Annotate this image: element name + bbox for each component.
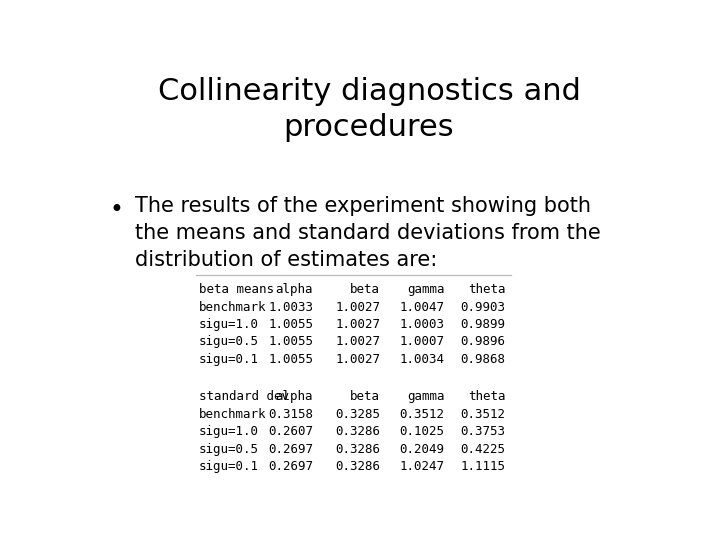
Text: 1.0034: 1.0034 <box>400 353 444 366</box>
Text: standard dev: standard dev <box>199 390 289 403</box>
Text: benchmark: benchmark <box>199 301 266 314</box>
Text: 0.3512: 0.3512 <box>400 408 444 421</box>
Text: 1.0027: 1.0027 <box>336 301 380 314</box>
Text: Collinearity diagnostics and
procedures: Collinearity diagnostics and procedures <box>158 77 580 142</box>
Text: The results of the experiment showing both
the means and standard deviations fro: The results of the experiment showing bo… <box>135 196 600 270</box>
Text: 1.0247: 1.0247 <box>400 460 444 473</box>
Text: sigu=0.5: sigu=0.5 <box>199 335 258 348</box>
Text: sigu=1.0: sigu=1.0 <box>199 318 258 331</box>
Text: benchmark: benchmark <box>199 408 266 421</box>
Text: 1.0003: 1.0003 <box>400 318 444 331</box>
Text: 0.2697: 0.2697 <box>269 443 313 456</box>
Text: •: • <box>109 198 123 222</box>
Text: 0.4225: 0.4225 <box>461 443 505 456</box>
Text: 1.0055: 1.0055 <box>269 335 313 348</box>
Text: 0.9868: 0.9868 <box>461 353 505 366</box>
Text: beta: beta <box>350 283 380 296</box>
Text: 1.0055: 1.0055 <box>269 353 313 366</box>
Text: alpha: alpha <box>276 283 313 296</box>
Text: 1.0047: 1.0047 <box>400 301 444 314</box>
Text: theta: theta <box>468 283 505 296</box>
Text: 1.0007: 1.0007 <box>400 335 444 348</box>
Text: sigu=0.5: sigu=0.5 <box>199 443 258 456</box>
Text: 1.0027: 1.0027 <box>336 353 380 366</box>
Text: sigu=0.1: sigu=0.1 <box>199 353 258 366</box>
Text: theta: theta <box>468 390 505 403</box>
Text: 0.3158: 0.3158 <box>269 408 313 421</box>
Text: beta means: beta means <box>199 283 274 296</box>
Text: 0.3753: 0.3753 <box>461 426 505 438</box>
Text: 0.9899: 0.9899 <box>461 318 505 331</box>
Text: gamma: gamma <box>407 283 444 296</box>
Text: 0.1025: 0.1025 <box>400 426 444 438</box>
Text: alpha: alpha <box>276 390 313 403</box>
Text: 0.3286: 0.3286 <box>336 443 380 456</box>
Text: beta: beta <box>350 390 380 403</box>
Text: sigu=0.1: sigu=0.1 <box>199 460 258 473</box>
Text: 0.9903: 0.9903 <box>461 301 505 314</box>
Text: 0.2049: 0.2049 <box>400 443 444 456</box>
Text: 1.0027: 1.0027 <box>336 335 380 348</box>
Text: 0.2607: 0.2607 <box>269 426 313 438</box>
Text: 0.9896: 0.9896 <box>461 335 505 348</box>
Text: 1.1115: 1.1115 <box>461 460 505 473</box>
Text: 1.0027: 1.0027 <box>336 318 380 331</box>
Text: sigu=1.0: sigu=1.0 <box>199 426 258 438</box>
Text: 0.2697: 0.2697 <box>269 460 313 473</box>
Text: 1.0033: 1.0033 <box>269 301 313 314</box>
Text: 0.3286: 0.3286 <box>336 426 380 438</box>
Text: 0.3512: 0.3512 <box>461 408 505 421</box>
Text: gamma: gamma <box>407 390 444 403</box>
Text: 0.3286: 0.3286 <box>336 460 380 473</box>
Text: 1.0055: 1.0055 <box>269 318 313 331</box>
Text: 0.3285: 0.3285 <box>336 408 380 421</box>
